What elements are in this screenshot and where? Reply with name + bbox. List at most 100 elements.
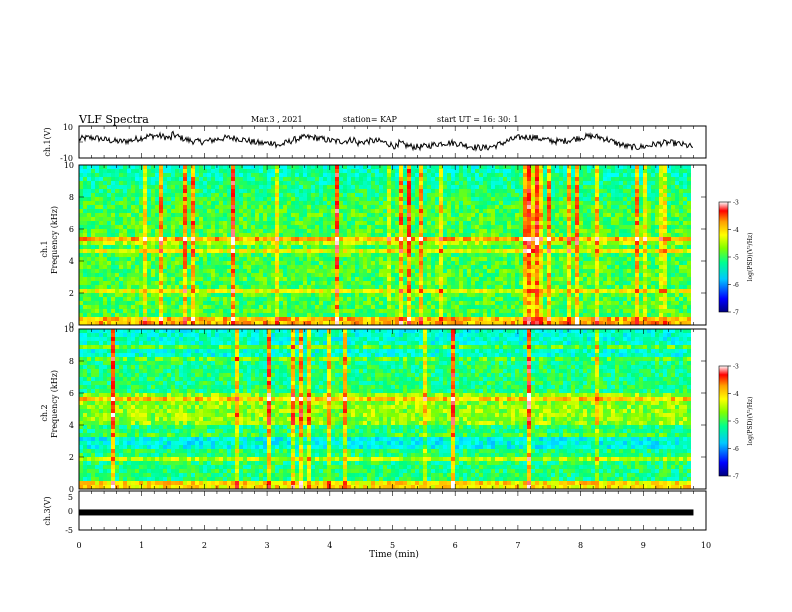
spectrogram-cell <box>295 241 299 245</box>
spectrogram-cell <box>607 209 611 213</box>
spectrogram-cell <box>175 289 179 293</box>
spectrogram-cell <box>655 273 659 277</box>
spectrogram-cell <box>155 241 159 245</box>
spectrogram-cell <box>355 225 359 229</box>
spectrogram-cell <box>515 229 519 233</box>
spectrogram-cell <box>287 277 291 281</box>
spectrogram-cell <box>571 201 575 205</box>
spectrogram-cell <box>559 245 563 249</box>
spectrogram-cell <box>591 285 595 289</box>
spectrogram-cell <box>175 241 179 245</box>
spectrogram-cell <box>475 229 479 233</box>
spectrogram-cell <box>151 229 155 233</box>
spectrogram-cell <box>431 281 435 285</box>
spectrogram-cell <box>423 193 427 197</box>
spectrogram-cell <box>315 241 319 245</box>
spectrogram-cell <box>311 169 315 173</box>
spectrogram-cell <box>559 261 563 265</box>
spectrogram-cell <box>451 169 455 173</box>
spectrogram-cell <box>259 193 263 197</box>
spectrogram-cell <box>135 289 139 293</box>
spectrogram-cell <box>519 253 523 257</box>
spectrogram-cell <box>599 253 603 257</box>
spectrogram-cell <box>559 229 563 233</box>
spectrogram-cell <box>95 269 99 273</box>
spectrogram-cell <box>215 237 219 241</box>
spectrogram-cell <box>287 237 291 241</box>
spectrogram-cell <box>115 173 119 177</box>
spectrogram-cell <box>311 265 315 269</box>
spectrogram-cell <box>687 205 691 209</box>
spectrogram-cell <box>311 281 315 285</box>
spectrogram-cell <box>147 225 151 229</box>
spectrogram-cell <box>79 189 83 193</box>
spectrogram-cell <box>195 241 199 245</box>
spectrogram-cell <box>551 257 555 261</box>
spectrogram-cell <box>303 209 307 213</box>
spectrogram-cell <box>211 213 215 217</box>
spectrogram-cell <box>271 245 275 249</box>
spectrogram-cell <box>279 229 283 233</box>
spectrogram-cell <box>431 169 435 173</box>
spectrogram-cell <box>91 209 95 213</box>
spectrogram-cell <box>399 169 403 173</box>
spectrogram-cell <box>623 197 627 201</box>
spectrogram-cell <box>143 289 147 293</box>
spectrogram-cell <box>103 245 107 249</box>
spectrogram-cell <box>187 273 191 277</box>
spectrogram-cell <box>103 257 107 261</box>
spectrogram-cell <box>243 213 247 217</box>
spectrogram-cell <box>99 209 103 213</box>
spectrogram-cell <box>615 249 619 253</box>
spectrogram-cell <box>487 165 491 169</box>
spectrogram-cell <box>275 277 279 281</box>
spectrogram-cell <box>515 249 519 253</box>
spectrogram-cell <box>243 265 247 269</box>
spectrogram-cell <box>199 189 203 193</box>
spectrogram-cell <box>199 245 203 249</box>
spectrogram-cell <box>87 273 91 277</box>
spectrogram-cell <box>495 213 499 217</box>
spectrogram-cell <box>519 185 523 189</box>
spectrogram-cell <box>579 257 583 261</box>
spectrogram-cell <box>395 253 399 257</box>
spectrogram-cell <box>643 181 647 185</box>
spectrogram-cell <box>159 201 163 205</box>
spectrogram-cell <box>603 277 607 281</box>
spectrogram-cell <box>79 281 83 285</box>
spectrogram-cell <box>307 241 311 245</box>
spectrogram-cell <box>187 253 191 257</box>
spectrogram-cell <box>127 209 131 213</box>
spectrogram-cell <box>599 189 603 193</box>
spectrogram-cell <box>95 185 99 189</box>
spectrogram-cell <box>179 261 183 265</box>
spectrogram-cell <box>139 261 143 265</box>
spectrogram-cell <box>155 265 159 269</box>
spectrogram-cell <box>483 265 487 269</box>
spectrogram-cell <box>395 285 399 289</box>
spectrogram-cell <box>607 173 611 177</box>
spectrogram-cell <box>603 221 607 225</box>
spectrogram-cell <box>203 281 207 285</box>
spectrogram-cell <box>275 197 279 201</box>
spectrogram-cell <box>603 245 607 249</box>
spectrogram-cell <box>535 281 539 285</box>
spectrogram-cell <box>403 229 407 233</box>
spectrogram-cell <box>463 273 467 277</box>
spectrogram-cell <box>435 269 439 273</box>
spectrogram-cell <box>83 233 87 237</box>
spectrogram-cell <box>683 221 687 225</box>
spectrogram-cell <box>395 261 399 265</box>
spectrogram-cell <box>683 237 687 241</box>
spectrogram-cell <box>171 181 175 185</box>
spectrogram-cell <box>535 201 539 205</box>
spectrogram-cell <box>507 229 511 233</box>
spectrogram-cell <box>611 241 615 245</box>
spectrogram-cell <box>343 257 347 261</box>
spectrogram-cell <box>191 273 195 277</box>
spectrogram-cell <box>343 209 347 213</box>
spectrogram-cell <box>175 233 179 237</box>
spectrogram-cell <box>467 289 471 293</box>
spectrogram-cell <box>631 201 635 205</box>
spectrogram-cell <box>255 253 259 257</box>
